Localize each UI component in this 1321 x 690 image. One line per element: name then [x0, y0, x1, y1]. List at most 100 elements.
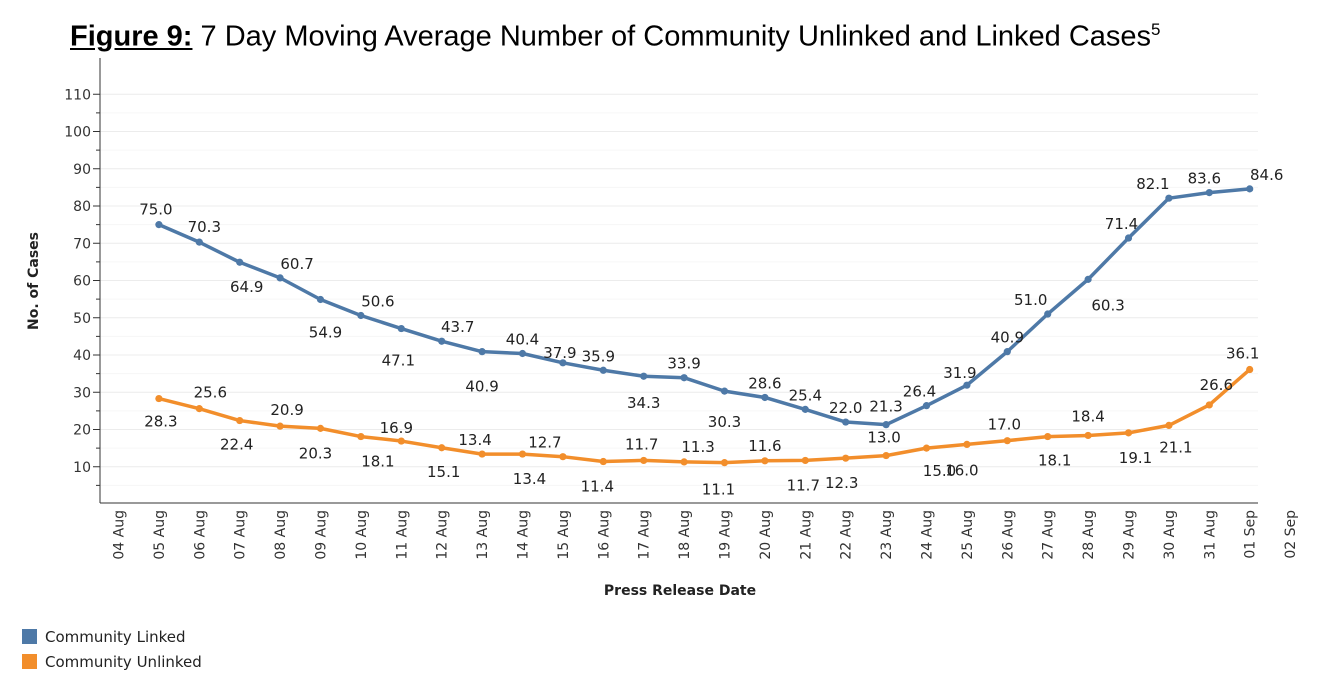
data-point — [518, 349, 527, 358]
data-label: 13.0 — [867, 429, 900, 447]
data-point — [276, 274, 284, 282]
x-tick-label: 15 Aug — [556, 510, 572, 560]
y-axis-title: No. of Cases — [26, 232, 42, 330]
x-axis: 04 Aug 05 Aug 06 Aug 07 Aug 08 Aug 09 Aug 10 A… — [100, 502, 1299, 560]
x-tick-label: 10 Aug — [354, 510, 370, 560]
grid-lines — [100, 93, 1258, 486]
x-tick-label: 22 Aug — [839, 510, 855, 560]
data-point — [276, 422, 284, 430]
series-line-linked — [157, 187, 1252, 427]
y-tick-label: 40 — [73, 348, 91, 364]
x-tick-label: 16 Aug — [596, 510, 612, 560]
data-label: 60.7 — [280, 255, 313, 273]
data-point — [478, 348, 486, 356]
data-label: 21.3 — [869, 398, 902, 416]
legend-item-unlinked[interactable]: Community Unlinked — [22, 649, 202, 674]
data-point — [1205, 401, 1213, 409]
data-point — [478, 450, 486, 458]
data-label: 15.1 — [427, 463, 460, 481]
data-label: 11.1 — [702, 481, 735, 499]
data-label: 33.9 — [667, 355, 700, 373]
data-label: 70.3 — [188, 218, 221, 236]
data-point — [761, 457, 769, 465]
data-point — [1165, 421, 1173, 430]
y-tick-label: 80 — [73, 199, 91, 215]
data-label: 43.7 — [441, 318, 474, 336]
data-point — [720, 459, 729, 467]
x-tick-label: 17 Aug — [637, 510, 653, 560]
data-label: 11.7 — [787, 476, 820, 494]
x-tick-label: 25 Aug — [960, 510, 976, 560]
data-label: 12.3 — [825, 474, 858, 492]
data-point — [1205, 188, 1213, 197]
x-tick-label: 06 Aug — [192, 510, 208, 560]
x-tick-label: 20 Aug — [758, 510, 774, 560]
data-label: 34.3 — [627, 394, 660, 412]
data-label: 40.9 — [465, 378, 498, 396]
y-tick-label: 70 — [73, 236, 91, 252]
data-label: 21.1 — [1159, 438, 1192, 456]
data-point — [963, 381, 971, 389]
data-point — [1044, 432, 1052, 441]
data-point — [680, 458, 688, 466]
x-tick-label: 21 Aug — [798, 510, 814, 560]
data-point — [236, 258, 244, 266]
data-point — [357, 432, 365, 441]
data-point — [1124, 234, 1133, 242]
x-tick-label: 30 Aug — [1162, 510, 1178, 560]
data-point — [599, 366, 607, 374]
data-point — [1003, 437, 1011, 445]
data-label: 35.9 — [582, 347, 615, 365]
x-tick-label: 27 Aug — [1041, 510, 1057, 560]
data-point — [882, 421, 890, 429]
data-point — [842, 418, 850, 426]
data-point — [397, 437, 405, 445]
data-label: 16.0 — [945, 461, 978, 479]
x-tick-label: 07 Aug — [233, 510, 249, 560]
data-point — [316, 295, 325, 304]
legend: Community Linked Community Unlinked — [22, 624, 202, 674]
data-point — [397, 324, 405, 333]
data-label: 40.9 — [991, 329, 1024, 347]
data-label: 84.6 — [1250, 166, 1283, 184]
data-point — [1003, 348, 1011, 356]
y-tick-label: 50 — [73, 311, 91, 327]
x-tick-label: 13 Aug — [475, 510, 491, 560]
chart-title: Figure 9: 7 Day Moving Average Number of… — [70, 20, 1161, 54]
x-tick-label: 01 Sep — [1243, 510, 1259, 559]
data-label: 28.3 — [144, 413, 177, 431]
x-tick-label: 24 Aug — [920, 510, 936, 560]
data-label: 28.6 — [748, 374, 781, 392]
data-point — [559, 453, 567, 461]
data-label: 71.4 — [1105, 215, 1138, 233]
legend-item-linked[interactable]: Community Linked — [22, 624, 202, 649]
data-label: 25.6 — [194, 384, 227, 402]
data-point — [1246, 365, 1254, 374]
x-tick-label: 05 Aug — [152, 510, 168, 560]
x-tick-label: 14 Aug — [516, 510, 532, 560]
x-tick-label: 23 Aug — [879, 510, 895, 560]
data-point — [438, 444, 446, 452]
legend-label-linked: Community Linked — [45, 627, 186, 646]
data-point — [922, 402, 931, 410]
data-label: 37.9 — [543, 344, 576, 362]
title-text: 7 Day Moving Average Number of Community… — [200, 20, 1152, 53]
data-label: 15.0 — [923, 462, 956, 480]
data-point — [195, 238, 203, 246]
data-point — [761, 393, 769, 402]
data-label: 12.7 — [528, 434, 561, 452]
y-tick-label: 20 — [73, 423, 91, 439]
data-label: 11.7 — [625, 435, 658, 453]
series-line-unlinked — [157, 367, 1252, 465]
data-point — [640, 372, 648, 380]
legend-swatch-unlinked — [22, 654, 37, 669]
data-point — [922, 444, 931, 452]
y-tick-label: 60 — [73, 274, 91, 290]
series-lines — [155, 185, 1254, 467]
x-tick-label: 18 Aug — [677, 510, 693, 560]
data-label: 54.9 — [309, 323, 342, 341]
data-point — [438, 337, 446, 345]
data-label: 26.4 — [903, 383, 936, 401]
data-label: 47.1 — [382, 352, 415, 370]
